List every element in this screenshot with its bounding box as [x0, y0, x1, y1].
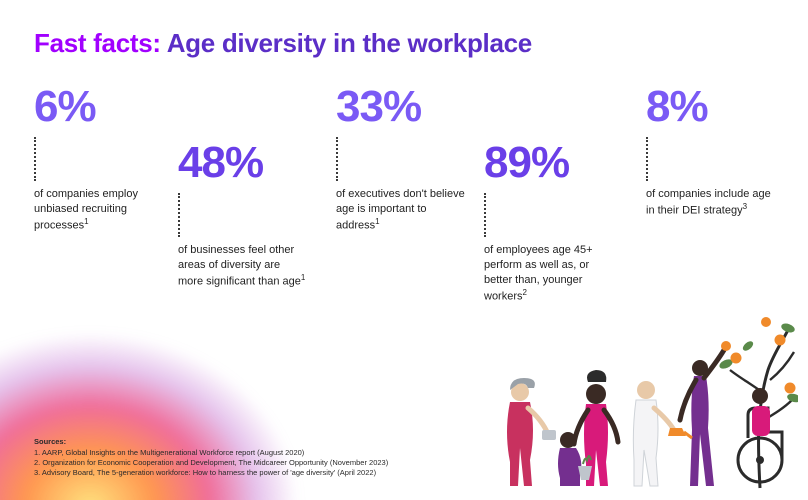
- stat-4-desc-text: of companies include age in their DEI st…: [646, 188, 771, 217]
- source-item: 1. AARP, Global Insights on the Multigen…: [34, 448, 388, 458]
- stat-3-desc-text: of employees age 45+ perform as well as,…: [484, 244, 593, 302]
- infographic-page: Fast facts: Age diversity in the workpla…: [0, 0, 808, 500]
- stat-0-desc: of companies employ unbiased recruiting …: [34, 187, 164, 233]
- person-kneeling-icon: [558, 432, 592, 486]
- stat-4-desc: of companies include age in their DEI st…: [646, 187, 776, 218]
- person-center-icon: [574, 370, 618, 486]
- dotted-connector: [336, 137, 338, 181]
- dotted-connector: [34, 137, 36, 181]
- stat-2-sup: 1: [375, 217, 379, 226]
- stat-4-sup: 3: [743, 202, 747, 211]
- stat-4-value: 8%: [646, 85, 786, 129]
- stat-2-desc: of executives don't believe age is impor…: [336, 187, 466, 233]
- person-cap-icon: [507, 378, 556, 486]
- stat-4: 8% of companies include age in their DEI…: [646, 85, 786, 218]
- stat-0-sup: 1: [84, 217, 88, 226]
- page-title: Fast facts: Age diversity in the workpla…: [34, 28, 774, 59]
- stat-1-desc: of businesses feel other areas of divers…: [178, 243, 308, 289]
- person-watering-icon: [633, 381, 692, 486]
- title-prefix: Fast facts:: [34, 28, 167, 58]
- dotted-connector: [646, 137, 648, 181]
- stat-2-desc-text: of executives don't believe age is impor…: [336, 188, 465, 231]
- stat-3-value: 89%: [484, 141, 624, 185]
- source-item: 2. Organization for Economic Cooperation…: [34, 458, 388, 468]
- stat-1: 48% of businesses feel other areas of di…: [178, 141, 318, 289]
- sources-block: Sources: 1. AARP, Global Insights on the…: [34, 437, 388, 479]
- stat-3-desc: of employees age 45+ perform as well as,…: [484, 243, 614, 304]
- title-rest: Age diversity in the workplace: [167, 28, 532, 58]
- person-wheelchair-icon: [738, 388, 782, 482]
- stat-2-value: 33%: [336, 85, 476, 129]
- stat-0-value: 6%: [34, 85, 174, 129]
- stat-3: 89% of employees age 45+ perform as well…: [484, 141, 624, 304]
- dotted-connector: [178, 193, 180, 237]
- stats-container: 6% of companies employ unbiased recruiti…: [34, 85, 774, 365]
- stat-3-sup: 2: [523, 288, 527, 297]
- stat-1-value: 48%: [178, 141, 318, 185]
- source-item: 3. Advisory Board, The 5-generation work…: [34, 468, 388, 478]
- stat-2: 33% of executives don't believe age is i…: [336, 85, 476, 233]
- sources-heading: Sources:: [34, 437, 388, 447]
- stat-0: 6% of companies employ unbiased recruiti…: [34, 85, 174, 233]
- dotted-connector: [484, 193, 486, 237]
- stat-1-sup: 1: [301, 273, 305, 282]
- stat-1-desc-text: of businesses feel other areas of divers…: [178, 244, 301, 287]
